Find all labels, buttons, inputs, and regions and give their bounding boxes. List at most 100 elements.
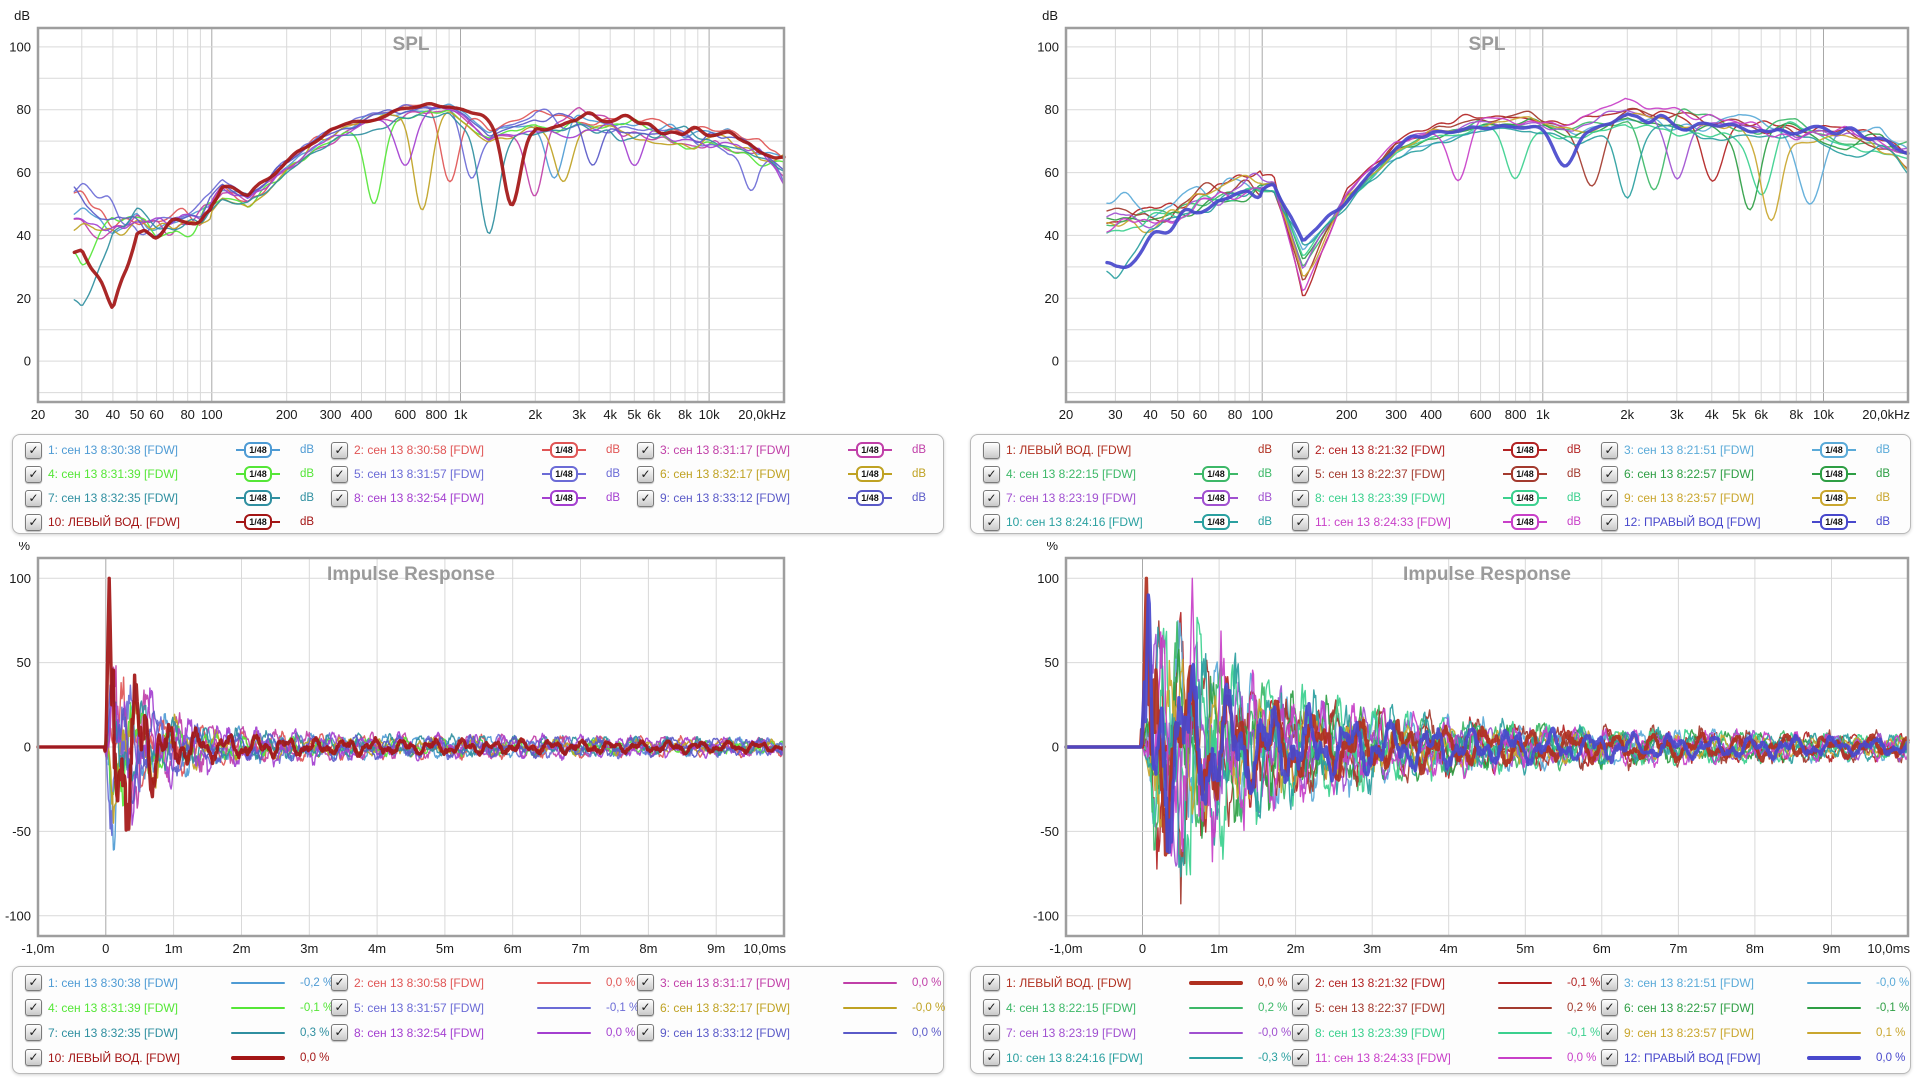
series-value: dB [300, 468, 315, 480]
ir-left-chart[interactable]: Impulse Response% 100 50 0 -50 -100 -1,0m 0 1m 2m… [2, 542, 952, 960]
svg-text:0: 0 [1052, 740, 1059, 755]
series-checkbox[interactable]: ✓ [1601, 465, 1618, 483]
series-label: 10: сен 13 8:24:16 [FDW] [1006, 515, 1143, 529]
series-value: -0,1 % [1567, 976, 1601, 989]
series-checkbox[interactable]: ✓ [25, 1024, 42, 1041]
svg-text:3k: 3k [572, 407, 586, 422]
svg-text:0: 0 [1139, 941, 1146, 956]
legend-column: ✓ 3: сен 13 8:21:51 [FDW] -0,0 % ✓ 6: сен 13… [1595, 970, 1909, 1070]
series-checkbox[interactable]: ✓ [1601, 1024, 1618, 1041]
svg-text:4m: 4m [1440, 941, 1458, 956]
legend-row-spl-right-9: ✓ 9: сен 13 8:23:57 [FDW] 1/48 dB [1601, 486, 1898, 510]
legend-row-spl-left-7: ✓ 7: сен 13 8:32:35 [FDW] 1/48 dB [25, 486, 319, 510]
series-checkbox[interactable]: ✓ [1292, 974, 1309, 991]
svg-text:20: 20 [31, 407, 45, 422]
series-label: 7: сен 13 8:32:35 [FDW] [48, 1025, 179, 1040]
series-checkbox[interactable]: ✓ [637, 999, 654, 1016]
series-checkbox[interactable]: ✓ [1292, 999, 1309, 1016]
line-swatch [1180, 980, 1252, 985]
series-checkbox[interactable]: ✓ [637, 465, 654, 483]
series-checkbox[interactable]: ✓ [25, 489, 42, 507]
series-checkbox[interactable]: ✓ [1292, 465, 1309, 483]
legend-row-ir-left-2: ✓ 2: сен 13 8:30:58 [FDW] 0,0 % [331, 970, 635, 995]
legend-row-ir-left-5: ✓ 5: сен 13 8:31:57 [FDW] -0,1 % [331, 995, 639, 1020]
series-label: 11: сен 13 8:24:33 [FDW] [1315, 515, 1451, 529]
plot-frame [1064, 556, 1910, 938]
series-checkbox[interactable]: ✓ [25, 441, 42, 459]
series-checkbox[interactable]: ✓ [331, 465, 348, 483]
svg-text:2m: 2m [232, 941, 250, 956]
series-checkbox[interactable]: ✓ [1292, 1024, 1309, 1041]
series-label: 8: сен 13 8:23:39 [FDW] [1315, 491, 1446, 505]
series-checkbox[interactable]: ✓ [331, 999, 348, 1016]
svg-text:50: 50 [1170, 407, 1184, 422]
line-swatch [834, 1006, 906, 1009]
legend-row-ir-left-3: ✓ 3: сен 13 8:31:17 [FDW] 0,0 % [637, 970, 941, 995]
svg-text:20,0kHz: 20,0kHz [1862, 407, 1910, 422]
series-checkbox[interactable]: ✓ [25, 1049, 42, 1066]
series-label: 9: сен 13 8:23:57 [FDW] [1624, 1025, 1755, 1040]
trace-spl-right-12 [1105, 112, 1910, 270]
series-checkbox[interactable]: ✓ [1601, 513, 1618, 531]
legend-ir-right: ✓ 1: ЛЕВЫЙ ВОД. [FDW] 0,0 % ✓ 4: сен 13 8:22… [970, 966, 1911, 1074]
series-checkbox[interactable]: ✓ [25, 974, 42, 991]
svg-text:8m: 8m [1746, 941, 1764, 956]
series-checkbox[interactable]: ✓ [25, 999, 42, 1016]
svg-text:200: 200 [276, 407, 298, 422]
series-checkbox[interactable]: ✓ [637, 974, 654, 991]
line-swatch [1798, 1055, 1870, 1060]
svg-text:80: 80 [17, 102, 31, 117]
series-checkbox[interactable]: ✓ [331, 1024, 348, 1041]
series-checkbox[interactable]: ✓ [1601, 441, 1618, 459]
series-checkbox[interactable]: ✓ [983, 513, 1000, 531]
series-checkbox[interactable]: ✓ [331, 441, 348, 459]
series-checkbox[interactable]: ✓ [25, 513, 42, 531]
y-axis-labels: 100 80 60 40 20 0 [1037, 39, 1059, 368]
series-label: 8: сен 13 8:23:39 [FDW] [1315, 1025, 1446, 1040]
series-checkbox[interactable]: ✓ [983, 999, 1000, 1016]
series-label: 6: сен 13 8:32:17 [FDW] [660, 467, 791, 481]
series-checkbox[interactable]: ✓ [1601, 974, 1618, 991]
series-checkbox[interactable]: ✓ [637, 489, 654, 507]
series-checkbox[interactable]: ✓ [331, 489, 348, 507]
series-checkbox[interactable]: ✓ [331, 974, 348, 991]
plot-frame [1064, 26, 1910, 404]
legend-row-spl-right-4: ✓ 4: сен 13 8:22:15 [FDW] 1/48 dB [983, 462, 1280, 486]
series-checkbox[interactable]: ✓ [1292, 489, 1309, 507]
series-label: 4: сен 13 8:22:15 [FDW] [1006, 467, 1137, 481]
series-label: 3: сен 13 8:21:51 [FDW] [1624, 443, 1755, 457]
series-checkbox[interactable]: ✓ [1292, 513, 1309, 531]
series-checkbox[interactable]: ✓ [983, 974, 1000, 991]
series-checkbox[interactable]: ✓ [25, 465, 42, 483]
svg-text:0: 0 [102, 941, 109, 956]
series-checkbox[interactable]: ✓ [983, 1024, 1000, 1041]
legend-row-spl-left-4: ✓ 4: сен 13 8:31:39 [FDW] 1/48 dB [25, 462, 319, 486]
svg-text:2k: 2k [528, 407, 542, 422]
ir-right-chart[interactable]: Impulse Response% 100 50 0 -50 -100 -1,0m 0 1m 2m… [966, 542, 1916, 960]
svg-text:50: 50 [130, 407, 144, 422]
series-checkbox[interactable]: ✓ [1292, 1049, 1309, 1066]
series-checkbox[interactable]: ✓ [983, 489, 1000, 507]
svg-text:3k: 3k [1670, 407, 1684, 422]
legend-row-spl-left-9: ✓ 9: сен 13 8:33:12 [FDW] 1/48 dB [637, 486, 931, 510]
series-checkbox[interactable]: ✓ [1601, 489, 1618, 507]
series-checkbox[interactable]: ✓ [1292, 441, 1309, 459]
series-value: dB [1876, 516, 1891, 528]
svg-text:1k: 1k [454, 407, 468, 422]
series-checkbox[interactable]: ✓ [983, 465, 1000, 483]
series-checkbox[interactable]: ✓ [1601, 1049, 1618, 1066]
series-checkbox[interactable]: ✓ [1601, 999, 1618, 1016]
series-checkbox[interactable] [983, 441, 1000, 459]
series-checkbox[interactable]: ✓ [637, 1024, 654, 1041]
legend-row-spl-right-10: ✓ 10: сен 13 8:24:16 [FDW] 1/48 dB [983, 510, 1280, 534]
smoothing-badge: 1/48 [1180, 490, 1252, 506]
trace-spl-right-9 [1106, 112, 1909, 277]
series-value: dB [912, 468, 927, 480]
series-value: 0,0 % [912, 1026, 942, 1039]
series-label: 2: сен 13 8:21:32 [FDW] [1315, 443, 1446, 457]
series-checkbox[interactable]: ✓ [637, 441, 654, 459]
series-checkbox[interactable]: ✓ [983, 1049, 1000, 1066]
series-label: 7: сен 13 8:32:35 [FDW] [48, 491, 179, 505]
